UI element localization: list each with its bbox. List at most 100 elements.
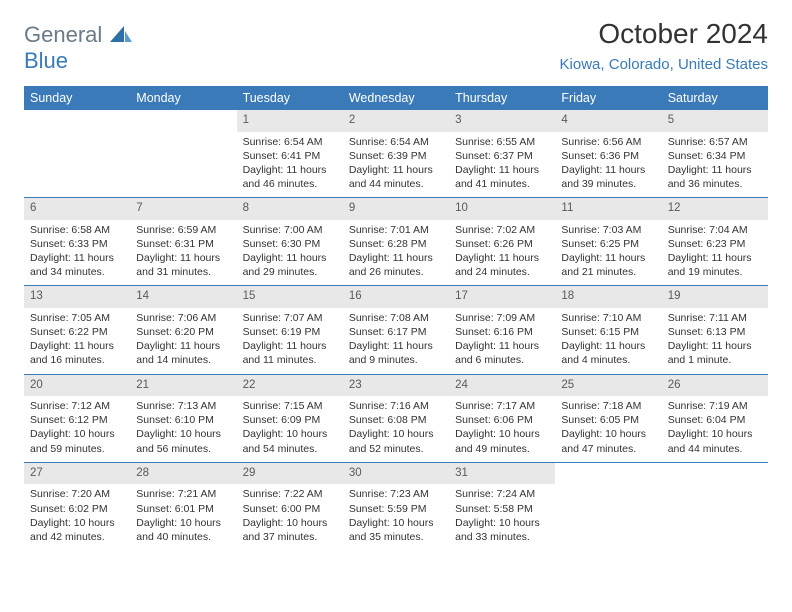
daylight-text: Daylight: 10 hours and 49 minutes.: [455, 427, 549, 455]
daylight-text: Daylight: 11 hours and 39 minutes.: [561, 163, 655, 191]
calendar-cell: 1Sunrise: 6:54 AMSunset: 6:41 PMDaylight…: [237, 110, 343, 198]
day-number: 27: [24, 463, 130, 485]
calendar-cell: [130, 110, 236, 198]
calendar-cell: 29Sunrise: 7:22 AMSunset: 6:00 PMDayligh…: [237, 462, 343, 550]
calendar-cell: 9Sunrise: 7:01 AMSunset: 6:28 PMDaylight…: [343, 198, 449, 286]
sunset-text: Sunset: 6:00 PM: [243, 502, 337, 516]
sunrise-text: Sunrise: 7:10 AM: [561, 311, 655, 325]
daylight-text: Daylight: 11 hours and 1 minute.: [668, 339, 762, 367]
sunrise-text: Sunrise: 7:02 AM: [455, 223, 549, 237]
sunrise-text: Sunrise: 7:18 AM: [561, 399, 655, 413]
calendar-cell: [555, 462, 661, 550]
day-number: 25: [555, 375, 661, 397]
sunrise-text: Sunrise: 7:04 AM: [668, 223, 762, 237]
day-info: Sunrise: 7:11 AMSunset: 6:13 PMDaylight:…: [662, 308, 768, 374]
sunset-text: Sunset: 6:02 PM: [30, 502, 124, 516]
sunrise-text: Sunrise: 7:13 AM: [136, 399, 230, 413]
day-number: [662, 463, 768, 485]
sunrise-text: Sunrise: 7:05 AM: [30, 311, 124, 325]
day-info: Sunrise: 6:57 AMSunset: 6:34 PMDaylight:…: [662, 132, 768, 198]
day-info: [130, 132, 236, 190]
day-info: Sunrise: 7:16 AMSunset: 6:08 PMDaylight:…: [343, 396, 449, 462]
daylight-text: Daylight: 10 hours and 40 minutes.: [136, 516, 230, 544]
daylight-text: Daylight: 11 hours and 16 minutes.: [30, 339, 124, 367]
sunrise-text: Sunrise: 7:15 AM: [243, 399, 337, 413]
day-info: Sunrise: 7:24 AMSunset: 5:58 PMDaylight:…: [449, 484, 555, 550]
sunset-text: Sunset: 6:19 PM: [243, 325, 337, 339]
calendar-cell: 27Sunrise: 7:20 AMSunset: 6:02 PMDayligh…: [24, 462, 130, 550]
calendar-week: 1Sunrise: 6:54 AMSunset: 6:41 PMDaylight…: [24, 110, 768, 198]
calendar-week: 27Sunrise: 7:20 AMSunset: 6:02 PMDayligh…: [24, 462, 768, 550]
daylight-text: Daylight: 10 hours and 54 minutes.: [243, 427, 337, 455]
sunset-text: Sunset: 6:20 PM: [136, 325, 230, 339]
calendar-cell: 3Sunrise: 6:55 AMSunset: 6:37 PMDaylight…: [449, 110, 555, 198]
day-number: 13: [24, 286, 130, 308]
day-number: 8: [237, 198, 343, 220]
sunset-text: Sunset: 5:59 PM: [349, 502, 443, 516]
day-info: Sunrise: 6:55 AMSunset: 6:37 PMDaylight:…: [449, 132, 555, 198]
sunset-text: Sunset: 6:15 PM: [561, 325, 655, 339]
sunset-text: Sunset: 6:09 PM: [243, 413, 337, 427]
day-number: 20: [24, 375, 130, 397]
daylight-text: Daylight: 11 hours and 6 minutes.: [455, 339, 549, 367]
sunrise-text: Sunrise: 7:23 AM: [349, 487, 443, 501]
sunset-text: Sunset: 5:58 PM: [455, 502, 549, 516]
sunset-text: Sunset: 6:28 PM: [349, 237, 443, 251]
calendar-cell: 13Sunrise: 7:05 AMSunset: 6:22 PMDayligh…: [24, 286, 130, 374]
sunrise-text: Sunrise: 7:16 AM: [349, 399, 443, 413]
day-info: Sunrise: 7:00 AMSunset: 6:30 PMDaylight:…: [237, 220, 343, 286]
sunrise-text: Sunrise: 7:09 AM: [455, 311, 549, 325]
sunrise-text: Sunrise: 7:19 AM: [668, 399, 762, 413]
day-info: [24, 132, 130, 190]
calendar-cell: 17Sunrise: 7:09 AMSunset: 6:16 PMDayligh…: [449, 286, 555, 374]
page-title: October 2024: [560, 18, 768, 50]
calendar-cell: 14Sunrise: 7:06 AMSunset: 6:20 PMDayligh…: [130, 286, 236, 374]
day-info: Sunrise: 7:22 AMSunset: 6:00 PMDaylight:…: [237, 484, 343, 550]
day-number: 4: [555, 110, 661, 132]
day-number: [130, 110, 236, 132]
calendar-cell: 18Sunrise: 7:10 AMSunset: 6:15 PMDayligh…: [555, 286, 661, 374]
weekday-header: Monday: [130, 86, 236, 110]
sunset-text: Sunset: 6:12 PM: [30, 413, 124, 427]
calendar-head: SundayMondayTuesdayWednesdayThursdayFrid…: [24, 86, 768, 110]
logo-word-1: General: [24, 22, 102, 47]
location: Kiowa, Colorado, United States: [560, 56, 768, 73]
sunrise-text: Sunrise: 7:11 AM: [668, 311, 762, 325]
daylight-text: Daylight: 11 hours and 24 minutes.: [455, 251, 549, 279]
day-number: 6: [24, 198, 130, 220]
weekday-header: Tuesday: [237, 86, 343, 110]
daylight-text: Daylight: 10 hours and 44 minutes.: [668, 427, 762, 455]
calendar-cell: 11Sunrise: 7:03 AMSunset: 6:25 PMDayligh…: [555, 198, 661, 286]
day-number: 10: [449, 198, 555, 220]
daylight-text: Daylight: 10 hours and 35 minutes.: [349, 516, 443, 544]
sunset-text: Sunset: 6:39 PM: [349, 149, 443, 163]
daylight-text: Daylight: 11 hours and 19 minutes.: [668, 251, 762, 279]
day-info: Sunrise: 7:18 AMSunset: 6:05 PMDaylight:…: [555, 396, 661, 462]
day-info: Sunrise: 7:08 AMSunset: 6:17 PMDaylight:…: [343, 308, 449, 374]
day-number: 19: [662, 286, 768, 308]
calendar-cell: 31Sunrise: 7:24 AMSunset: 5:58 PMDayligh…: [449, 462, 555, 550]
sunset-text: Sunset: 6:13 PM: [668, 325, 762, 339]
calendar-cell: 10Sunrise: 7:02 AMSunset: 6:26 PMDayligh…: [449, 198, 555, 286]
sunset-text: Sunset: 6:33 PM: [30, 237, 124, 251]
calendar-week: 13Sunrise: 7:05 AMSunset: 6:22 PMDayligh…: [24, 286, 768, 374]
day-number: 24: [449, 375, 555, 397]
day-number: [24, 110, 130, 132]
day-info: [555, 484, 661, 542]
day-info: Sunrise: 7:23 AMSunset: 5:59 PMDaylight:…: [343, 484, 449, 550]
calendar-week: 6Sunrise: 6:58 AMSunset: 6:33 PMDaylight…: [24, 198, 768, 286]
sunrise-text: Sunrise: 7:17 AM: [455, 399, 549, 413]
calendar-cell: 4Sunrise: 6:56 AMSunset: 6:36 PMDaylight…: [555, 110, 661, 198]
calendar-cell: 15Sunrise: 7:07 AMSunset: 6:19 PMDayligh…: [237, 286, 343, 374]
day-info: Sunrise: 6:54 AMSunset: 6:41 PMDaylight:…: [237, 132, 343, 198]
calendar-cell: 5Sunrise: 6:57 AMSunset: 6:34 PMDaylight…: [662, 110, 768, 198]
calendar-week: 20Sunrise: 7:12 AMSunset: 6:12 PMDayligh…: [24, 374, 768, 462]
sunset-text: Sunset: 6:25 PM: [561, 237, 655, 251]
calendar-cell: 26Sunrise: 7:19 AMSunset: 6:04 PMDayligh…: [662, 374, 768, 462]
daylight-text: Daylight: 11 hours and 21 minutes.: [561, 251, 655, 279]
sunrise-text: Sunrise: 7:21 AM: [136, 487, 230, 501]
day-number: 5: [662, 110, 768, 132]
day-info: Sunrise: 7:01 AMSunset: 6:28 PMDaylight:…: [343, 220, 449, 286]
calendar-body: 1Sunrise: 6:54 AMSunset: 6:41 PMDaylight…: [24, 110, 768, 550]
sunset-text: Sunset: 6:23 PM: [668, 237, 762, 251]
